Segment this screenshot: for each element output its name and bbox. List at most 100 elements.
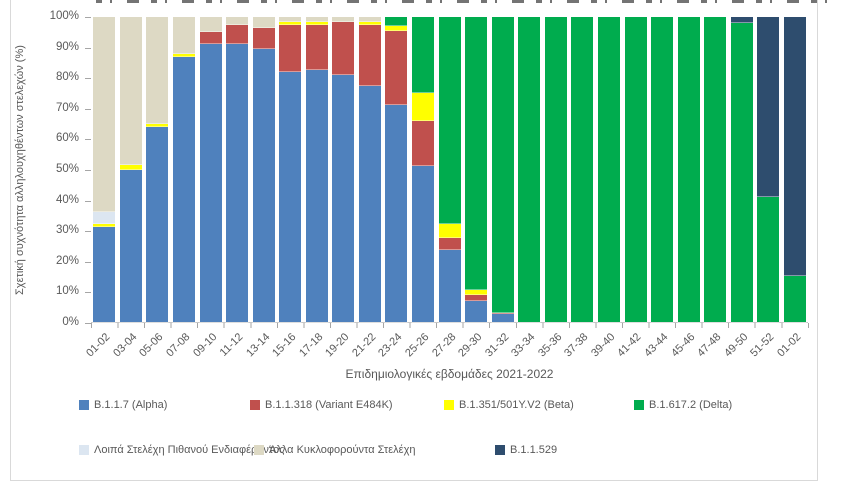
bar-segment: [385, 26, 408, 31]
bar-segment: [146, 126, 169, 322]
bar-slot: [622, 17, 649, 322]
legend-label: B.1.1.7 (Alpha): [94, 399, 168, 411]
stacked-bar: [199, 17, 222, 322]
bar-segment: [146, 123, 169, 127]
stacked-bar: [597, 17, 620, 322]
bar-segment: [199, 32, 222, 45]
legend-item: B.1.351/501Y.V2 (Beta): [444, 399, 574, 411]
bar-segment: [332, 21, 355, 75]
bar-segment: [465, 300, 488, 322]
bar-segment: [730, 23, 753, 322]
y-tick-mark: [85, 17, 91, 18]
bar-slot: [383, 17, 410, 322]
bar-slot: [410, 17, 437, 322]
bar-segment: [358, 85, 381, 322]
bar-slot: [171, 17, 198, 322]
legend-item: B.1.1.529: [495, 444, 557, 456]
y-tick-mark: [85, 323, 91, 324]
bar-segment: [199, 17, 222, 33]
bar-slot: [702, 17, 729, 322]
bar-segment: [491, 17, 514, 313]
legend-item: Άλλα Κυκλοφορούντα Στελέχη: [254, 444, 415, 456]
stacked-bar: [93, 17, 116, 322]
y-axis-tick-marks: [85, 17, 91, 324]
y-tick-label: 40%: [55, 193, 79, 206]
bar-segment: [93, 227, 116, 322]
bar-segment: [412, 120, 435, 167]
bar-segment: [172, 53, 195, 57]
stacked-bar: [146, 17, 169, 322]
legend-swatch-icon: [495, 445, 505, 455]
bar-segment: [438, 250, 461, 322]
bar-segment: [571, 17, 594, 322]
bar-segment: [412, 166, 435, 322]
stacked-bar: [172, 17, 195, 322]
bar-segment: [783, 276, 806, 322]
bar-slot: [543, 17, 570, 322]
stacked-bar: [677, 17, 700, 322]
y-tick-mark: [85, 47, 91, 49]
stacked-bar: [438, 17, 461, 322]
bar-slot: [463, 17, 490, 322]
x-axis-title: Επιδημιολογικές εβδομάδες 2021-2022: [345, 367, 554, 381]
cropped-title-remnant: [96, 0, 841, 3]
bar-slot: [755, 17, 782, 322]
chart-area: Σχετική συχνότητα αλληλουχηθέντων στελεχ…: [10, 0, 841, 481]
plot-area: [91, 17, 808, 323]
stacked-bar: [119, 17, 142, 322]
bar-segment: [252, 17, 275, 28]
bar-segment: [279, 17, 302, 22]
stacked-bar: [571, 17, 594, 322]
bar-segment: [252, 49, 275, 322]
bar-segment: [93, 212, 116, 225]
bar-segment: [305, 17, 328, 22]
bar-slot: [144, 17, 171, 322]
stacked-bar: [518, 17, 541, 322]
bar-segment: [465, 294, 488, 301]
stacked-bar: [252, 17, 275, 322]
bar-segment: [438, 238, 461, 251]
bar-segment: [597, 17, 620, 322]
bar-slot: [649, 17, 676, 322]
bar-segment: [465, 290, 488, 295]
bar-slot: [596, 17, 623, 322]
bar-slot: [224, 17, 251, 322]
bar-slot: [782, 17, 809, 322]
y-tick-label: 0%: [62, 316, 79, 328]
stacked-bar: [704, 17, 727, 322]
y-tick-label: 20%: [55, 254, 79, 267]
bar-slot: [516, 17, 543, 322]
bar-slot: [357, 17, 384, 322]
bar-segment: [305, 70, 328, 322]
stacked-bar: [358, 17, 381, 322]
bar-segment: [412, 93, 435, 121]
bar-segment: [544, 17, 567, 322]
y-tick-label: 30%: [55, 224, 79, 237]
bar-segment: [438, 17, 461, 225]
bar-segment: [226, 24, 249, 45]
y-tick-label: 60%: [55, 132, 79, 145]
bar-segment: [279, 71, 302, 322]
bar-slot: [277, 17, 304, 322]
y-tick-label: 100%: [49, 10, 79, 22]
bar-segment: [704, 17, 727, 322]
bar-slot: [304, 17, 331, 322]
bar-segment: [385, 30, 408, 106]
bar-segment: [491, 312, 514, 315]
stacked-bar: [624, 17, 647, 322]
bar-slot: [489, 17, 516, 322]
y-tick-mark: [85, 78, 91, 80]
bar-slot: [569, 17, 596, 322]
bar-segment: [332, 74, 355, 322]
bar-segment: [172, 56, 195, 322]
legend-label: B.1.617.2 (Delta): [649, 399, 733, 411]
bar-segment: [783, 17, 806, 277]
bar-segment: [279, 21, 302, 25]
bar-segment: [119, 169, 142, 322]
stacked-bar: [544, 17, 567, 322]
bar-slot: [118, 17, 145, 322]
legend-swatch-icon: [444, 400, 454, 410]
y-tick-mark: [85, 170, 91, 171]
y-tick-label: 50%: [55, 163, 79, 175]
bar-segment: [491, 314, 514, 322]
